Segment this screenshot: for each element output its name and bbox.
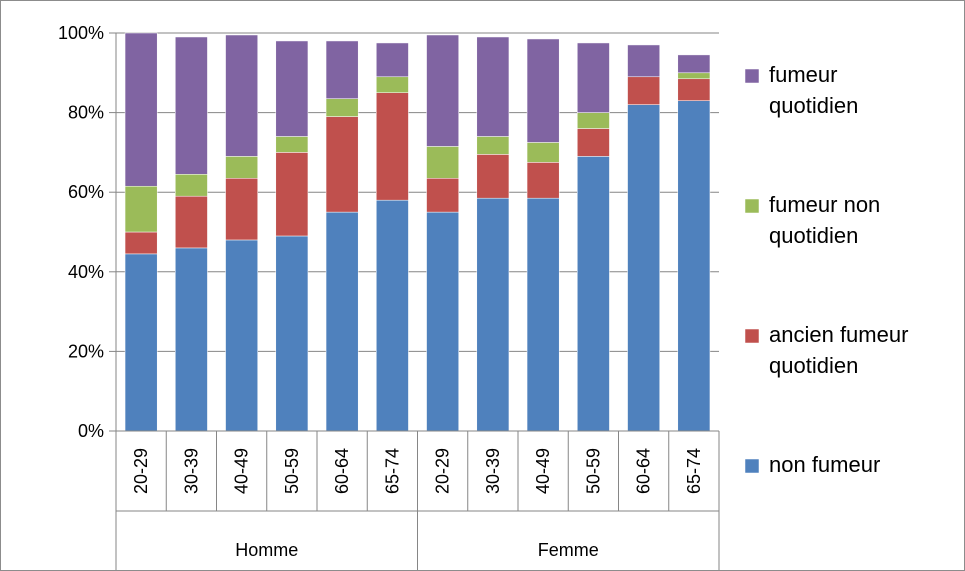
bar-segment [325,40,359,99]
bar-segment [275,152,309,237]
category-label: 40-49 [232,448,252,494]
axes-layer: 0% 20% 40% 60% 80% 100% 20-29 30-39 40-49 50-59 60… [58,23,720,570]
bar-segment [426,211,459,432]
legend: fumeur quotidien fumeur non quotidien ancien… [744,62,908,477]
bar-segment [124,185,158,233]
category-label: 20-29 [131,448,151,494]
category-label: 30-39 [483,448,503,494]
y-tick-label: 40% [68,262,104,282]
legend-label: quotidien [769,223,858,248]
bar-segment [526,197,560,432]
category-label: 40-49 [533,448,553,494]
legend-swatch [744,458,760,474]
legend-swatch [744,68,760,84]
bar-segment [577,42,610,113]
legend-swatch [744,328,760,344]
bar-segment [275,40,309,137]
bar-segment [376,76,409,93]
bar-segment [476,136,510,155]
category-label: 30-39 [181,448,201,494]
bar-segment [426,34,459,147]
bar-segment [677,72,711,80]
bar-segment [476,197,510,432]
legend-label: fumeur [769,62,837,87]
bar-segment [526,142,560,163]
bar-segment [526,38,560,143]
y-tick-label: 20% [68,341,104,361]
bar-segment [124,231,158,255]
bar-segment [225,156,258,179]
bar-segment [225,34,258,157]
bar-segment [325,116,359,213]
y-tick-label: 80% [68,103,104,123]
bar-segment [627,76,660,105]
bar-segment [677,100,711,432]
bar-segment [325,211,359,432]
bar-segment [577,128,610,157]
category-label: 50-59 [583,448,603,494]
bar-segment [325,98,359,117]
y-tick-label: 60% [68,182,104,202]
category-label: 60-64 [634,448,654,494]
group-label: Femme [538,540,599,560]
bar-segment [225,239,258,432]
group-label: Homme [235,540,298,560]
bar-segment [476,154,510,199]
y-tick-label: 100% [58,23,104,43]
category-label: 65-74 [684,448,704,494]
category-label: 20-29 [433,448,453,494]
bar-segment [376,92,409,201]
bar-segment [677,54,711,74]
category-label: 50-59 [282,448,302,494]
bar-segment [577,156,610,432]
bar-segment [526,162,560,199]
category-label: 60-64 [332,448,352,494]
legend-label: quotidien [769,93,858,118]
bar-segment [124,32,158,187]
bars-layer [124,32,711,432]
bar-segment [175,36,208,175]
bar-segment [225,178,258,241]
grid-lines [116,32,719,352]
bar-segment [677,78,711,101]
y-tick-label: 0% [78,421,104,441]
legend-label: quotidien [769,353,858,378]
bar-segment [175,174,208,197]
legend-label: ancien fumeur [769,322,908,347]
category-label: 65-74 [382,448,402,494]
bar-segment [577,112,610,129]
legend-label: fumeur non [769,192,880,217]
bar-segment [275,235,309,432]
legend-swatch [744,198,760,214]
bar-segment [376,199,409,432]
bar-segment [124,253,158,432]
bar-segment [426,146,459,179]
bar-segment [627,44,660,78]
bar-segment [275,136,309,153]
bar-segment [426,178,459,213]
bar-segment [476,36,510,137]
bar-segment [376,42,409,78]
bar-segment [175,195,208,249]
bar-segment [627,104,660,432]
bar-segment [175,247,208,432]
legend-label: non fumeur [769,452,880,477]
